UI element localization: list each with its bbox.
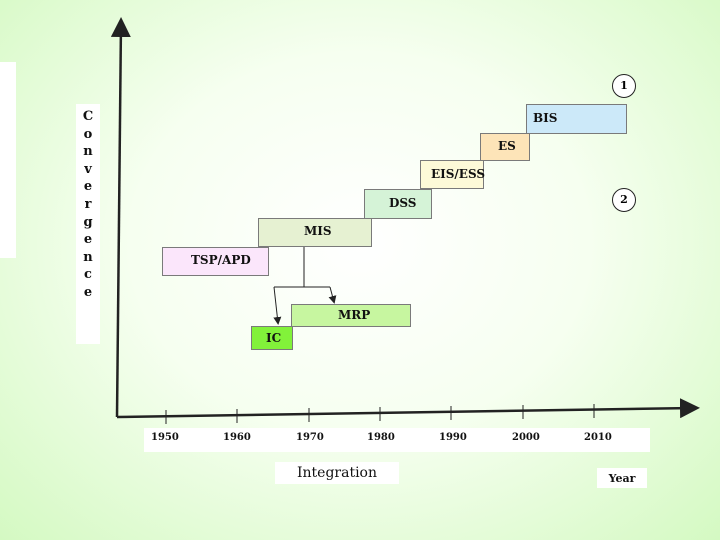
y-letter: g <box>83 214 93 230</box>
era-box-tsp: TSP/APD <box>162 247 269 276</box>
tick-label: 2000 <box>512 432 540 443</box>
marker-1: 1 <box>612 74 636 98</box>
tick-label: 1970 <box>296 432 324 443</box>
y-letter: r <box>84 196 92 212</box>
era-label-eis: EIS/ESS <box>431 167 486 181</box>
y-letter: c <box>84 267 92 283</box>
tick-label: 1980 <box>367 432 395 443</box>
year-caption: Year <box>597 468 647 488</box>
x-axis-ticks <box>165 404 595 424</box>
tick-label: 2010 <box>584 432 612 443</box>
era-label-es: ES <box>498 139 516 153</box>
era-label-ic: IC <box>266 331 282 345</box>
left-edge-strip <box>0 62 16 258</box>
era-label-bis: BIS <box>533 111 558 125</box>
y-letter: e <box>83 284 93 300</box>
era-box-eis: EIS/ESS <box>420 160 486 189</box>
y-letter: e <box>83 232 93 248</box>
y-letter: v <box>84 161 92 177</box>
marker-2: 2 <box>612 188 636 212</box>
y-axis-line <box>110 17 131 418</box>
era-box-dss: DSS <box>364 189 432 219</box>
era-label-mis: MIS <box>304 224 332 238</box>
tick-label: 1990 <box>439 432 467 443</box>
era-label-mrp: MRP <box>338 308 371 322</box>
y-letter: C <box>82 109 94 124</box>
x-axis-caption: Integration <box>275 462 399 484</box>
era-label-dss: DSS <box>389 196 417 210</box>
tick-label: 1960 <box>223 432 251 443</box>
y-letter: n <box>83 249 93 265</box>
year-tick-strip <box>144 428 650 452</box>
y-letter: n <box>83 144 93 160</box>
y-letter: e <box>83 179 93 195</box>
y-letter: o <box>83 126 93 142</box>
era-label-tsp: TSP/APD <box>191 253 251 267</box>
x-axis-line <box>116 398 700 419</box>
mis-connector <box>273 246 337 325</box>
era-box-ic: IC <box>251 326 293 350</box>
y-axis-label: C o n v e r g e n c e <box>76 104 100 344</box>
era-box-es: ES <box>480 133 530 161</box>
era-box-mis: MIS <box>258 218 372 247</box>
era-box-mrp: MRP <box>291 304 411 327</box>
era-box-bis: BIS <box>526 104 627 134</box>
tick-label: 1950 <box>151 432 179 443</box>
